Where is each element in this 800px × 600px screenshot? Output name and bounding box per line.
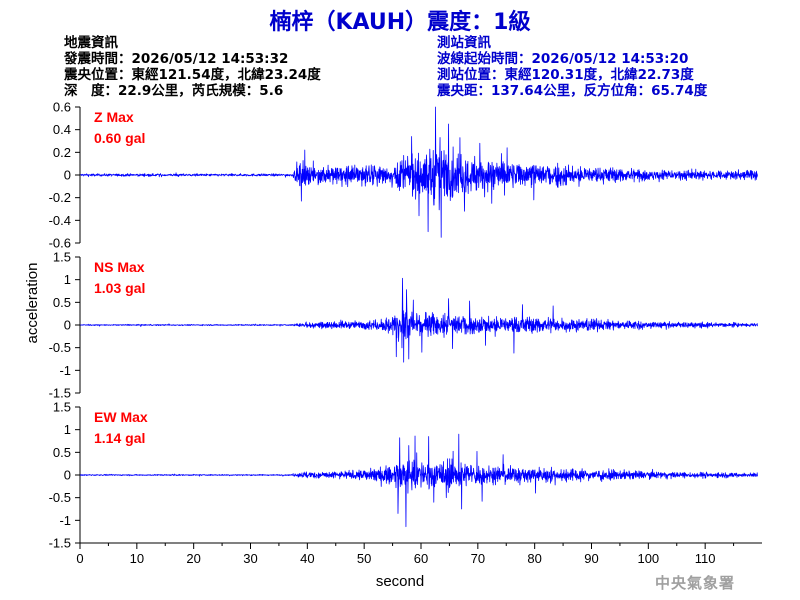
earthquake-info-heading: 地震資訊 (64, 35, 118, 51)
max-value: 0.60 gal (94, 130, 145, 146)
x-tick-label: 40 (300, 551, 314, 566)
max-label: EW Max (94, 409, 148, 425)
depth-magnitude: 深 度：22.9公里，芮氏規模：5.6 (64, 83, 284, 99)
distance-azimuth: 震央距：137.64公里，反方位角：65.74度 (437, 83, 708, 99)
earthquake-info: 地震資訊 發震時間：2026/05/12 14:53:32 震央位置：東經121… (64, 35, 321, 99)
y-tick-label: -1.5 (49, 386, 71, 401)
waveform-trace-ew (79, 433, 758, 528)
y-tick-label: 0 (64, 168, 71, 183)
y-tick-label: -1.5 (49, 536, 71, 551)
panel-ns: -1.5 -1 -0.5 0 0.5 1 1.5 NS Max 1.03 gal (49, 250, 758, 401)
page-title: 楠梓（KAUH）震度：1級 (269, 10, 531, 35)
origin-time: 發震時間：2026/05/12 14:53:32 (64, 51, 289, 67)
x-axis-label: second (376, 573, 424, 590)
y-tick-label: -0.6 (49, 236, 71, 251)
x-tick-label: 90 (584, 551, 598, 566)
x-tick-label: 30 (243, 551, 257, 566)
y-axis-label: acceleration (24, 263, 41, 344)
epicenter-location: 震央位置：東經121.54度，北緯23.24度 (64, 67, 321, 83)
max-label: Z Max (94, 109, 134, 125)
x-tick-label: 100 (637, 551, 659, 566)
waveform-trace-z (80, 106, 758, 238)
y-tick-label: 0.5 (53, 445, 71, 460)
station-info: 測站資訊 波線起始時間：2026/05/12 14:53:20 測站位置：東經1… (437, 35, 707, 99)
waveform-start-time: 波線起始時間：2026/05/12 14:53:20 (437, 51, 689, 67)
y-tick-label: 0.4 (53, 122, 71, 137)
station-location: 測站位置：東經120.31度，北緯22.73度 (437, 67, 694, 83)
x-tick-label: 110 (695, 551, 716, 566)
x-tick-label: 60 (414, 551, 428, 566)
x-tick-label: 50 (357, 551, 371, 566)
y-tick-label: 0.5 (53, 295, 71, 310)
x-tick-label: 80 (527, 551, 541, 566)
x-tick-label: 20 (186, 551, 200, 566)
y-tick-label: -0.2 (49, 190, 71, 205)
x-tick-label: 70 (471, 551, 485, 566)
y-tick-label: 1 (64, 272, 71, 287)
y-tick-label: 1.5 (53, 250, 71, 265)
waveform-trace-ns (80, 277, 758, 363)
station-info-heading: 測站資訊 (437, 35, 491, 51)
y-tick-label: 0.6 (53, 100, 71, 115)
y-tick-label: -0.5 (49, 490, 71, 505)
panel-z: -0.6 -0.4 -0.2 0 0.2 0.4 0.6 Z Max 0.60 gal (49, 100, 758, 251)
y-tick-label: -1 (59, 513, 71, 528)
y-tick-label: 1 (64, 422, 71, 437)
max-value: 1.14 gal (94, 430, 145, 446)
agency-watermark: 中央氣象署 (655, 574, 736, 592)
max-value: 1.03 gal (94, 280, 145, 296)
max-label: NS Max (94, 259, 145, 275)
y-tick-label: 0.2 (53, 145, 71, 160)
x-tick-label: 0 (76, 551, 83, 566)
y-tick-label: 0 (64, 468, 71, 483)
panel-ew: -1.5 -1 -0.5 0 0.5 1 1.5 EW Max 1.14 gal (49, 400, 758, 551)
y-tick-label: -1 (59, 363, 71, 378)
y-tick-label: -0.4 (49, 213, 71, 228)
y-tick-label: 1.5 (53, 400, 71, 415)
x-tick-label: 10 (130, 551, 144, 566)
y-tick-label: 0 (64, 318, 71, 333)
y-tick-label: -0.5 (49, 340, 71, 355)
